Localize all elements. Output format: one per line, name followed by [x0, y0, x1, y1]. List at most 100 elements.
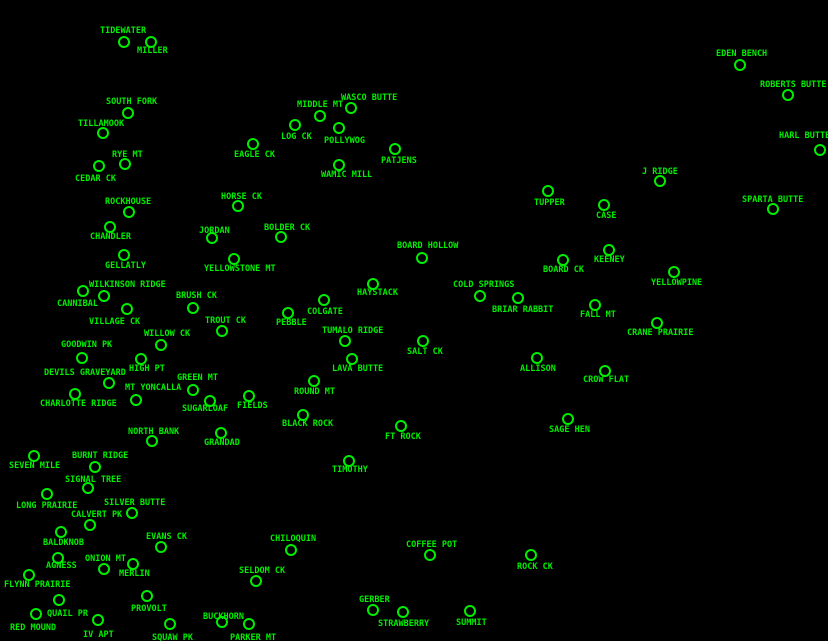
station-marker-icon[interactable] — [126, 507, 138, 519]
station-marker-icon[interactable] — [82, 482, 94, 494]
station-marker-icon[interactable] — [104, 221, 116, 233]
station-marker-icon[interactable] — [275, 231, 287, 243]
station-marker-icon[interactable] — [464, 605, 476, 617]
station-marker-icon[interactable] — [654, 175, 666, 187]
station-marker-icon[interactable] — [118, 36, 130, 48]
station-label: POLLYWOG — [324, 136, 365, 146]
station-marker-icon[interactable] — [367, 278, 379, 290]
station-marker-icon[interactable] — [77, 285, 89, 297]
station-marker-icon[interactable] — [395, 420, 407, 432]
station-marker-icon[interactable] — [782, 89, 794, 101]
station-label: CEDAR CK — [75, 174, 116, 184]
station-marker-icon[interactable] — [98, 563, 110, 575]
station-marker-icon[interactable] — [474, 290, 486, 302]
station-marker-icon[interactable] — [297, 409, 309, 421]
station-marker-icon[interactable] — [424, 549, 436, 561]
station-marker-icon[interactable] — [525, 549, 537, 561]
station-label: CHARLOTTE RIDGE — [40, 399, 117, 409]
station-marker-icon[interactable] — [416, 252, 428, 264]
station-marker-icon[interactable] — [30, 608, 42, 620]
station-marker-icon[interactable] — [122, 107, 134, 119]
station-marker-icon[interactable] — [97, 127, 109, 139]
station-marker-icon[interactable] — [247, 138, 259, 150]
station-label: ONION MT — [85, 554, 126, 564]
station-marker-icon[interactable] — [187, 302, 199, 314]
station-marker-icon[interactable] — [232, 200, 244, 212]
station-marker-icon[interactable] — [417, 335, 429, 347]
station-marker-icon[interactable] — [389, 143, 401, 155]
station-marker-icon[interactable] — [127, 558, 139, 570]
station-marker-icon[interactable] — [206, 232, 218, 244]
station-marker-icon[interactable] — [76, 352, 88, 364]
station-marker-icon[interactable] — [285, 544, 297, 556]
station-marker-icon[interactable] — [130, 394, 142, 406]
station-marker-icon[interactable] — [557, 254, 569, 266]
station-marker-icon[interactable] — [250, 575, 262, 587]
station-marker-icon[interactable] — [282, 307, 294, 319]
station-marker-icon[interactable] — [92, 614, 104, 626]
station-marker-icon[interactable] — [343, 455, 355, 467]
station-marker-icon[interactable] — [289, 119, 301, 131]
station-marker-icon[interactable] — [651, 317, 663, 329]
station-marker-icon[interactable] — [98, 290, 110, 302]
station-marker-icon[interactable] — [367, 604, 379, 616]
station-marker-icon[interactable] — [41, 488, 53, 500]
station-marker-icon[interactable] — [243, 618, 255, 630]
station-marker-icon[interactable] — [599, 365, 611, 377]
station-marker-icon[interactable] — [542, 185, 554, 197]
station-marker-icon[interactable] — [123, 206, 135, 218]
station-marker-icon[interactable] — [187, 384, 199, 396]
station-marker-icon[interactable] — [118, 249, 130, 261]
station-marker-icon[interactable] — [243, 390, 255, 402]
station-marker-icon[interactable] — [531, 352, 543, 364]
station-marker-icon[interactable] — [28, 450, 40, 462]
station-marker-icon[interactable] — [164, 618, 176, 630]
station-marker-icon[interactable] — [333, 159, 345, 171]
station-marker-icon[interactable] — [562, 413, 574, 425]
station-label: ROCK CK — [517, 562, 553, 572]
station-marker-icon[interactable] — [308, 375, 320, 387]
station-marker-icon[interactable] — [141, 590, 153, 602]
station-marker-icon[interactable] — [215, 427, 227, 439]
station-marker-icon[interactable] — [767, 203, 779, 215]
station-label: PROVOLT — [131, 604, 167, 614]
station-marker-icon[interactable] — [23, 569, 35, 581]
station-marker-icon[interactable] — [55, 526, 67, 538]
station-label: COLD SPRINGS — [453, 280, 515, 290]
station-marker-icon[interactable] — [121, 303, 133, 315]
station-marker-icon[interactable] — [69, 388, 81, 400]
station-marker-icon[interactable] — [155, 339, 167, 351]
station-marker-icon[interactable] — [216, 325, 228, 337]
station-marker-icon[interactable] — [52, 552, 64, 564]
station-marker-icon[interactable] — [333, 122, 345, 134]
station-marker-icon[interactable] — [93, 160, 105, 172]
station-marker-icon[interactable] — [146, 435, 158, 447]
station-label: RED MOUND — [10, 623, 57, 633]
station-marker-icon[interactable] — [339, 335, 351, 347]
station-marker-icon[interactable] — [598, 199, 610, 211]
station-marker-icon[interactable] — [346, 353, 358, 365]
station-marker-icon[interactable] — [155, 541, 167, 553]
station-marker-icon[interactable] — [89, 461, 101, 473]
station-marker-icon[interactable] — [314, 110, 326, 122]
station-marker-icon[interactable] — [135, 353, 147, 365]
station-marker-icon[interactable] — [318, 294, 330, 306]
station-label: HORSE CK — [221, 192, 262, 202]
station-marker-icon[interactable] — [814, 144, 826, 156]
station-marker-icon[interactable] — [734, 59, 746, 71]
station-marker-icon[interactable] — [204, 395, 216, 407]
station-marker-icon[interactable] — [216, 616, 228, 628]
station-marker-icon[interactable] — [53, 594, 65, 606]
station-marker-icon[interactable] — [512, 292, 524, 304]
station-marker-icon[interactable] — [119, 158, 131, 170]
station-marker-icon[interactable] — [589, 299, 601, 311]
station-marker-icon[interactable] — [603, 244, 615, 256]
station-marker-icon[interactable] — [397, 606, 409, 618]
station-label: ROCKHOUSE — [105, 197, 152, 207]
station-marker-icon[interactable] — [145, 36, 157, 48]
station-marker-icon[interactable] — [345, 102, 357, 114]
station-marker-icon[interactable] — [228, 253, 240, 265]
station-marker-icon[interactable] — [668, 266, 680, 278]
station-marker-icon[interactable] — [84, 519, 96, 531]
station-marker-icon[interactable] — [103, 377, 115, 389]
